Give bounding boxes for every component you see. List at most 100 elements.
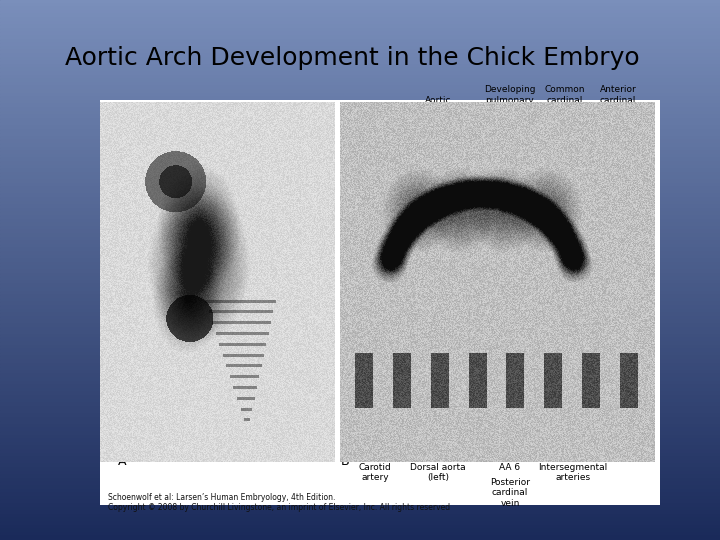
Bar xyxy=(0,155,720,158)
Text: Aortic
arches: Aortic arches xyxy=(102,258,132,278)
Bar xyxy=(0,212,720,216)
Bar xyxy=(0,263,720,266)
Bar xyxy=(0,151,720,155)
Bar xyxy=(0,238,720,241)
Text: AA 1: AA 1 xyxy=(400,121,421,130)
Bar xyxy=(0,61,720,65)
Bar xyxy=(0,342,720,346)
Bar xyxy=(0,180,720,184)
Bar xyxy=(0,320,720,324)
Bar xyxy=(100,100,660,505)
Bar xyxy=(0,389,720,393)
Bar xyxy=(0,223,720,227)
Bar xyxy=(0,50,720,54)
Bar xyxy=(0,252,720,255)
Bar xyxy=(0,511,720,515)
Bar xyxy=(0,454,720,457)
Bar xyxy=(0,439,720,443)
Bar xyxy=(0,443,720,447)
Bar xyxy=(0,421,720,425)
Bar xyxy=(0,471,720,475)
Bar xyxy=(0,241,720,245)
Bar xyxy=(0,166,720,169)
Bar xyxy=(0,457,720,461)
Text: AA 4: AA 4 xyxy=(449,139,470,148)
Text: Dorsal aorta
(left): Dorsal aorta (left) xyxy=(410,463,466,482)
Bar xyxy=(0,227,720,231)
Bar xyxy=(0,115,720,119)
Bar xyxy=(0,231,720,234)
Bar xyxy=(0,43,720,47)
Bar xyxy=(0,147,720,151)
Bar xyxy=(0,187,720,191)
Bar xyxy=(0,309,720,313)
Bar xyxy=(0,403,720,407)
Bar xyxy=(0,335,720,339)
Bar xyxy=(0,497,720,501)
Bar xyxy=(0,522,720,525)
Bar xyxy=(0,169,720,173)
Bar xyxy=(0,209,720,212)
Bar xyxy=(0,86,720,90)
Bar xyxy=(0,119,720,123)
Text: Carotid
artery: Carotid artery xyxy=(359,463,392,482)
Bar xyxy=(0,191,720,194)
Bar xyxy=(0,385,720,389)
Bar xyxy=(0,328,720,331)
Bar xyxy=(0,281,720,285)
Bar xyxy=(0,410,720,414)
Bar xyxy=(0,248,720,252)
Bar xyxy=(0,317,720,320)
Bar xyxy=(0,158,720,162)
Bar xyxy=(0,93,720,97)
Bar xyxy=(0,450,720,454)
Bar xyxy=(0,349,720,353)
Bar xyxy=(0,140,720,144)
Bar xyxy=(0,29,720,32)
Bar xyxy=(0,447,720,450)
Bar xyxy=(0,274,720,277)
Bar xyxy=(0,508,720,511)
Bar xyxy=(0,464,720,468)
Bar xyxy=(0,162,720,166)
Bar xyxy=(0,101,720,104)
Bar xyxy=(0,346,720,349)
Bar xyxy=(0,126,720,130)
Bar xyxy=(0,295,720,299)
Text: Carotid
artery: Carotid artery xyxy=(104,218,137,238)
Bar xyxy=(0,76,720,79)
Bar xyxy=(0,490,720,493)
Bar xyxy=(0,414,720,417)
Bar xyxy=(0,259,720,263)
Text: B: B xyxy=(341,455,350,468)
Bar xyxy=(0,482,720,486)
Bar xyxy=(0,133,720,137)
Bar xyxy=(0,39,720,43)
Text: Anterior
cardinal
vein: Anterior cardinal vein xyxy=(600,85,636,115)
Bar xyxy=(0,198,720,201)
Bar xyxy=(0,407,720,410)
Bar xyxy=(0,288,720,292)
Bar xyxy=(0,137,720,140)
Text: Aortic Arch Development in the Chick Embryo: Aortic Arch Development in the Chick Emb… xyxy=(65,46,639,70)
Bar xyxy=(0,393,720,396)
Bar xyxy=(0,374,720,378)
Bar xyxy=(0,0,720,4)
Text: AA 3: AA 3 xyxy=(413,139,434,148)
Bar xyxy=(0,493,720,497)
Bar xyxy=(0,104,720,108)
Bar xyxy=(0,15,720,18)
Text: Heart: Heart xyxy=(487,139,512,148)
Bar xyxy=(0,173,720,177)
Bar xyxy=(0,144,720,147)
Bar xyxy=(0,339,720,342)
Bar xyxy=(0,97,720,101)
Bar xyxy=(0,123,720,126)
Bar xyxy=(0,306,720,309)
Bar xyxy=(0,292,720,295)
Bar xyxy=(0,32,720,36)
Bar xyxy=(0,396,720,400)
Bar xyxy=(0,302,720,306)
Text: Common
cardinal
vein: Common cardinal vein xyxy=(545,85,585,115)
Text: Heart: Heart xyxy=(104,325,130,334)
